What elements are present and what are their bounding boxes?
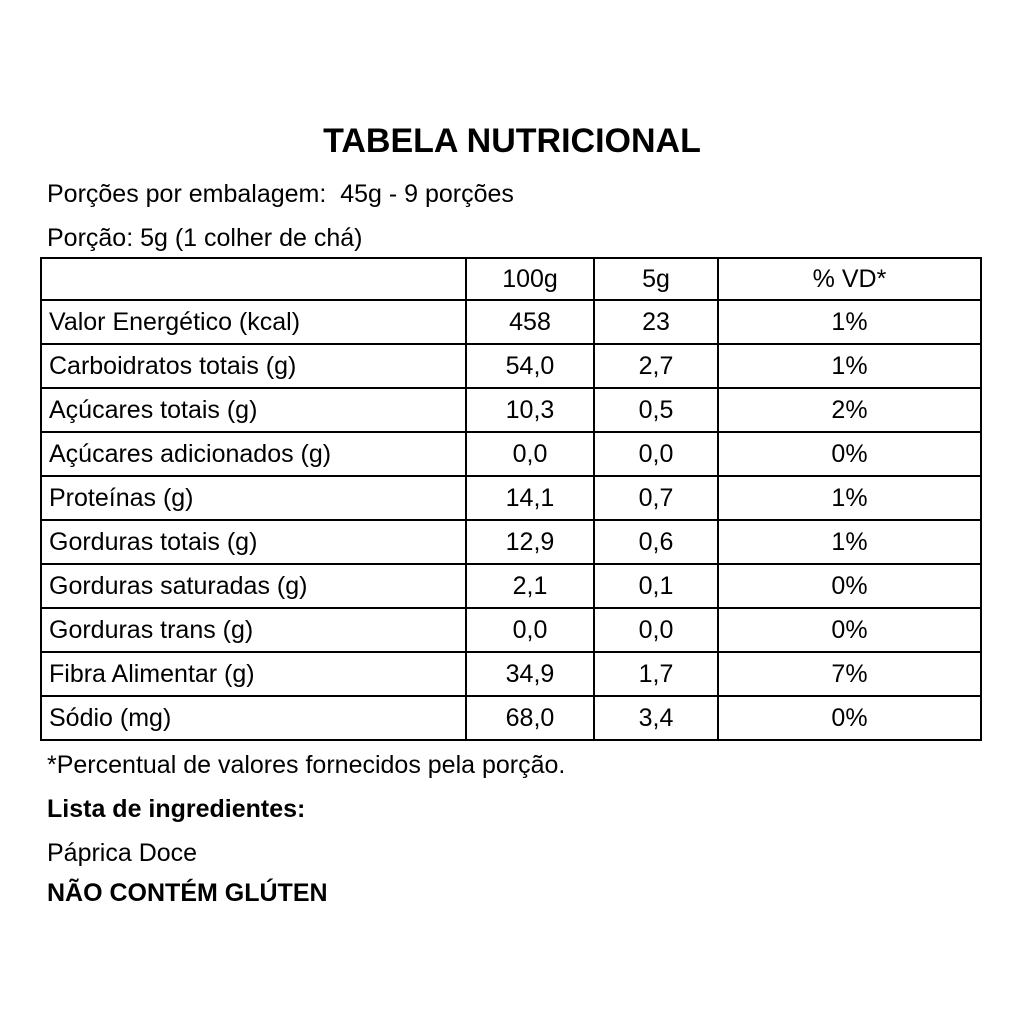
value-per-5g: 0,5 xyxy=(593,387,719,433)
value-pct-vd: 1% xyxy=(717,343,982,389)
value-per-100g: 12,9 xyxy=(465,519,595,565)
value-pct-vd: 7% xyxy=(717,651,982,697)
daily-value-footnote: *Percentual de valores fornecidos pela p… xyxy=(47,751,566,779)
value-per-5g: 23 xyxy=(593,299,719,345)
value-pct-vd: 0% xyxy=(717,431,982,477)
value-per-100g: 68,0 xyxy=(465,695,595,741)
table-header-row: 100g 5g % VD* xyxy=(40,257,982,301)
value-pct-vd: 0% xyxy=(717,563,982,609)
value-per-100g: 10,3 xyxy=(465,387,595,433)
value-pct-vd: 2% xyxy=(717,387,982,433)
value-per-5g: 0,0 xyxy=(593,607,719,653)
value-per-100g: 34,9 xyxy=(465,651,595,697)
table-row: Sódio (mg) 68,0 3,4 0% xyxy=(40,695,982,741)
ingredients-heading: Lista de ingredientes: xyxy=(47,795,306,823)
value-per-5g: 0,7 xyxy=(593,475,719,521)
nutrient-label: Açúcares totais (g) xyxy=(40,387,467,433)
value-per-100g: 14,1 xyxy=(465,475,595,521)
portion-size-line: Porção: 5g (1 colher de chá) xyxy=(47,224,363,252)
nutrient-label: Valor Energético (kcal) xyxy=(40,299,467,345)
column-header-pct-vd: % VD* xyxy=(717,257,982,301)
page-title: TABELA NUTRICIONAL xyxy=(323,122,701,160)
nutrient-label: Gorduras totais (g) xyxy=(40,519,467,565)
value-pct-vd: 1% xyxy=(717,519,982,565)
value-per-100g: 54,0 xyxy=(465,343,595,389)
value-per-100g: 0,0 xyxy=(465,431,595,477)
column-header-5g: 5g xyxy=(593,257,719,301)
value-per-5g: 0,1 xyxy=(593,563,719,609)
table-row: Valor Energético (kcal) 458 23 1% xyxy=(40,299,982,345)
nutrient-label: Fibra Alimentar (g) xyxy=(40,651,467,697)
nutrient-label: Proteínas (g) xyxy=(40,475,467,521)
nutrient-label: Carboidratos totais (g) xyxy=(40,343,467,389)
nutrient-label: Açúcares adicionados (g) xyxy=(40,431,467,477)
table-row: Fibra Alimentar (g) 34,9 1,7 7% xyxy=(40,651,982,697)
value-per-100g: 0,0 xyxy=(465,607,595,653)
value-per-5g: 1,7 xyxy=(593,651,719,697)
value-pct-vd: 0% xyxy=(717,607,982,653)
table-row: Gorduras trans (g) 0,0 0,0 0% xyxy=(40,607,982,653)
table-row: Proteínas (g) 14,1 0,7 1% xyxy=(40,475,982,521)
ingredients-value: Páprica Doce xyxy=(47,839,198,867)
table-row: Gorduras totais (g) 12,9 0,6 1% xyxy=(40,519,982,565)
value-per-5g: 0,0 xyxy=(593,431,719,477)
column-header-nutrient xyxy=(40,257,467,301)
nutrition-table: 100g 5g % VD* Valor Energético (kcal) 45… xyxy=(40,257,982,741)
servings-per-package-line: Porções por embalagem: 45g - 9 porções xyxy=(47,180,514,208)
value-pct-vd: 1% xyxy=(717,299,982,345)
nutrient-label: Gorduras trans (g) xyxy=(40,607,467,653)
value-pct-vd: 0% xyxy=(717,695,982,741)
value-per-100g: 458 xyxy=(465,299,595,345)
value-per-5g: 2,7 xyxy=(593,343,719,389)
gluten-free-statement: NÃO CONTÉM GLÚTEN xyxy=(47,879,328,907)
table-row: Açúcares totais (g) 10,3 0,5 2% xyxy=(40,387,982,433)
value-pct-vd: 1% xyxy=(717,475,982,521)
nutrient-label: Gorduras saturadas (g) xyxy=(40,563,467,609)
value-per-5g: 3,4 xyxy=(593,695,719,741)
table-row: Carboidratos totais (g) 54,0 2,7 1% xyxy=(40,343,982,389)
nutrient-label: Sódio (mg) xyxy=(40,695,467,741)
value-per-5g: 0,6 xyxy=(593,519,719,565)
column-header-100g: 100g xyxy=(465,257,595,301)
table-row: Açúcares adicionados (g) 0,0 0,0 0% xyxy=(40,431,982,477)
table-row: Gorduras saturadas (g) 2,1 0,1 0% xyxy=(40,563,982,609)
value-per-100g: 2,1 xyxy=(465,563,595,609)
